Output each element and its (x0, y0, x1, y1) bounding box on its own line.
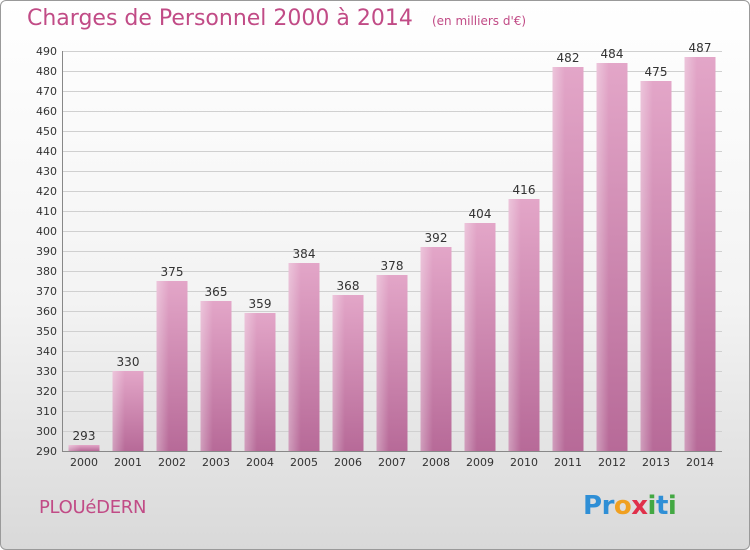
place-name: PLOUéDERN (39, 497, 147, 518)
x-tick-label: 2012 (598, 456, 626, 469)
y-tick-label: 470 (36, 85, 57, 98)
y-tick-label: 370 (36, 285, 57, 298)
y-tick-label: 300 (36, 425, 57, 438)
value-label: 487 (689, 41, 712, 55)
logo-letter: P (583, 491, 602, 521)
y-tick-label: 400 (36, 225, 57, 238)
value-labels: 293 330 375 365 359 384 368 378 392 404 416 482 484 4… (73, 41, 712, 443)
y-tick-label: 460 (36, 105, 57, 118)
value-label: 375 (161, 265, 184, 279)
y-tick-label: 480 (36, 65, 57, 78)
value-label: 416 (513, 183, 536, 197)
bar-highlight (332, 295, 364, 451)
x-tick-label: 2004 (246, 456, 274, 469)
y-tick-label: 320 (36, 385, 57, 398)
value-label: 404 (469, 207, 492, 221)
x-tick-label: 2011 (554, 456, 582, 469)
bar-highlight (420, 247, 452, 451)
x-tick-label: 2008 (422, 456, 450, 469)
bar-highlight (112, 371, 144, 451)
logo-letter: t (655, 491, 668, 521)
value-label: 365 (205, 285, 228, 299)
chart-title: Charges de Personnel 2000 à 2014 (27, 6, 413, 31)
logo-letter: i (647, 491, 657, 521)
bar-highlight (200, 301, 232, 451)
y-tick-label: 410 (36, 205, 57, 218)
bar-highlight (684, 57, 716, 451)
y-axis: 290 300 310 320 330 340 350 360 370 380 390 400 410 4… (36, 45, 63, 458)
bar-highlight (244, 313, 276, 451)
y-tick-label: 420 (36, 185, 57, 198)
logo-letter: r (601, 491, 615, 521)
y-tick-label: 390 (36, 245, 57, 258)
x-tick-label: 2009 (466, 456, 494, 469)
bar-highlight (640, 81, 672, 451)
x-tick-label: 2010 (510, 456, 538, 469)
bar-highlight (288, 263, 320, 451)
value-label: 482 (557, 51, 580, 65)
bar-highlight (508, 199, 540, 451)
value-label: 293 (73, 429, 96, 443)
bars (68, 57, 716, 451)
x-tick-label: 2006 (334, 456, 362, 469)
value-label: 384 (293, 247, 316, 261)
y-tick-label: 450 (36, 125, 57, 138)
x-tick-label: 2007 (378, 456, 406, 469)
y-tick-label: 330 (36, 365, 57, 378)
logo-letter: i (667, 491, 677, 521)
value-label: 330 (117, 355, 140, 369)
y-tick-label: 490 (36, 45, 57, 58)
y-tick-label: 440 (36, 145, 57, 158)
logo-letter: x (631, 491, 648, 521)
x-tick-label: 2003 (202, 456, 230, 469)
x-tick-label: 2001 (114, 456, 142, 469)
bar-highlight (552, 67, 584, 451)
y-tick-label: 340 (36, 345, 57, 358)
value-label: 378 (381, 259, 404, 273)
value-label: 392 (425, 231, 448, 245)
value-label: 359 (249, 297, 272, 311)
x-tick-label: 2002 (158, 456, 186, 469)
x-axis: 2000 2001 2002 2003 2004 2005 2006 2007 2008 2009… (62, 451, 722, 469)
x-tick-label: 2005 (290, 456, 318, 469)
x-tick-label: 2000 (70, 456, 98, 469)
proxiti-logo: Proxiti (583, 491, 677, 521)
chart-subtitle: (en milliers d'€) (431, 14, 527, 28)
y-tick-label: 380 (36, 265, 57, 278)
y-tick-label: 310 (36, 405, 57, 418)
value-label: 475 (645, 65, 668, 79)
bar-highlight (376, 275, 408, 451)
value-label: 368 (337, 279, 360, 293)
y-tick-label: 360 (36, 305, 57, 318)
title-row: Charges de Personnel 2000 à 2014 (en mil… (27, 6, 526, 31)
bar-highlight (596, 63, 628, 451)
logo-letter: o (613, 491, 632, 521)
y-tick-label: 290 (36, 445, 57, 458)
x-tick-label: 2014 (686, 456, 714, 469)
y-tick-label: 350 (36, 325, 57, 338)
bar-highlight (464, 223, 496, 451)
x-tick-label: 2013 (642, 456, 670, 469)
value-label: 484 (601, 47, 624, 61)
y-tick-label: 430 (36, 165, 57, 178)
bar-highlight (156, 281, 188, 451)
bar-highlight (68, 445, 100, 451)
